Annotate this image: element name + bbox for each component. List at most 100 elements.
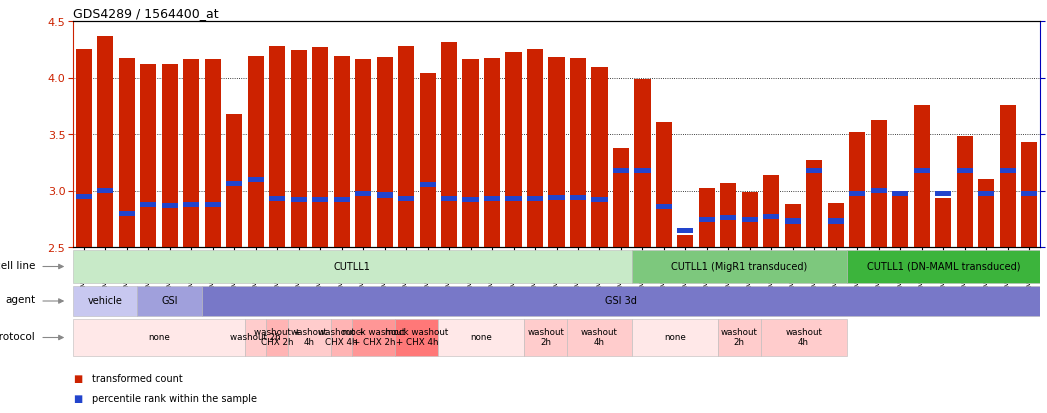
Bar: [204, 60, 221, 247]
Bar: [269, 197, 285, 202]
Text: protocol: protocol: [0, 331, 35, 341]
Bar: [760, 319, 847, 356]
Text: washout
4h: washout 4h: [785, 328, 822, 346]
Bar: [742, 192, 758, 247]
Bar: [441, 43, 458, 247]
Bar: [420, 183, 436, 188]
Bar: [506, 52, 521, 247]
Text: washout
2h: washout 2h: [528, 328, 564, 346]
Bar: [806, 168, 823, 173]
Bar: [245, 319, 266, 356]
Text: none: none: [664, 332, 686, 342]
Bar: [75, 50, 92, 247]
Bar: [140, 65, 156, 247]
Bar: [849, 133, 866, 247]
Bar: [118, 59, 135, 247]
Bar: [291, 51, 307, 247]
Bar: [828, 204, 844, 247]
Bar: [137, 286, 202, 317]
Bar: [763, 214, 779, 219]
Bar: [204, 202, 221, 207]
Bar: [334, 197, 350, 203]
Bar: [73, 286, 137, 317]
Bar: [655, 122, 672, 247]
Text: GSI: GSI: [161, 296, 178, 306]
Bar: [935, 192, 952, 197]
Bar: [957, 168, 973, 173]
Bar: [525, 319, 567, 356]
Bar: [849, 192, 866, 197]
Bar: [527, 197, 543, 202]
Bar: [441, 197, 458, 202]
Bar: [97, 37, 113, 247]
Bar: [914, 168, 930, 173]
Bar: [312, 48, 328, 247]
Text: CUTLL1 (MigR1 transduced): CUTLL1 (MigR1 transduced): [671, 261, 807, 271]
Bar: [592, 197, 607, 203]
Text: agent: agent: [5, 295, 35, 305]
Text: CUTLL1 (DN-MAML transduced): CUTLL1 (DN-MAML transduced): [867, 261, 1020, 271]
Bar: [612, 168, 629, 173]
Bar: [377, 58, 393, 247]
Bar: [720, 216, 736, 221]
Bar: [1021, 192, 1038, 197]
Bar: [398, 47, 415, 247]
Bar: [631, 319, 717, 356]
Bar: [957, 137, 973, 247]
Bar: [288, 319, 331, 356]
Bar: [978, 192, 995, 197]
Bar: [377, 193, 393, 198]
Bar: [806, 161, 823, 247]
Bar: [291, 197, 307, 203]
Bar: [1000, 168, 1016, 173]
Bar: [631, 250, 847, 284]
Bar: [266, 319, 288, 356]
Bar: [75, 194, 92, 199]
Bar: [785, 204, 801, 247]
Bar: [396, 319, 439, 356]
Bar: [247, 177, 264, 182]
Bar: [634, 168, 650, 173]
Text: GSI 3d: GSI 3d: [605, 296, 637, 306]
Bar: [828, 219, 844, 224]
Bar: [398, 197, 415, 202]
Bar: [549, 58, 564, 247]
Bar: [226, 114, 242, 247]
Bar: [1021, 142, 1038, 247]
Bar: [439, 319, 525, 356]
Bar: [484, 197, 500, 202]
Bar: [634, 79, 650, 247]
Bar: [312, 197, 328, 203]
Bar: [677, 235, 693, 247]
Text: CUTLL1: CUTLL1: [334, 261, 371, 271]
Text: washout
2h: washout 2h: [720, 328, 758, 346]
Bar: [226, 182, 242, 187]
Bar: [914, 105, 930, 247]
Bar: [570, 195, 586, 200]
Bar: [698, 218, 715, 223]
Bar: [677, 228, 693, 233]
Bar: [763, 175, 779, 247]
Text: cell line: cell line: [0, 260, 35, 270]
Bar: [463, 197, 478, 203]
Text: none: none: [470, 332, 492, 342]
Bar: [353, 319, 396, 356]
Text: vehicle: vehicle: [88, 296, 122, 306]
Bar: [1000, 105, 1016, 247]
Text: washout +
CHX 4h: washout + CHX 4h: [318, 328, 365, 346]
Bar: [892, 195, 909, 247]
Bar: [73, 319, 245, 356]
Bar: [549, 195, 564, 200]
Bar: [935, 199, 952, 247]
Text: mock washout
+ CHX 4h: mock washout + CHX 4h: [385, 328, 448, 346]
Bar: [871, 121, 887, 247]
Bar: [161, 203, 178, 208]
Bar: [118, 211, 135, 216]
Bar: [785, 219, 801, 224]
Text: mock washout
+ CHX 2h: mock washout + CHX 2h: [342, 328, 405, 346]
Bar: [717, 319, 760, 356]
Text: washout +
CHX 2h: washout + CHX 2h: [253, 328, 300, 346]
Text: GDS4289 / 1564400_at: GDS4289 / 1564400_at: [73, 7, 219, 20]
Bar: [527, 50, 543, 247]
Text: washout
4h: washout 4h: [291, 328, 328, 346]
